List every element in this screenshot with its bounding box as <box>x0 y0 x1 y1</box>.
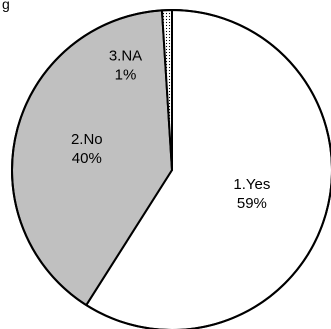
slice-percent-label: 1% <box>115 67 137 84</box>
slice-category-label: 1.Yes <box>233 176 270 193</box>
slice-category-label: 3.NA <box>109 48 142 65</box>
corner-label: g <box>2 0 10 12</box>
pie-outline <box>11 9 331 329</box>
slice-percent-label: 40% <box>72 150 102 167</box>
slice-percent-label: 59% <box>237 195 267 212</box>
pie-slices <box>11 9 331 329</box>
pie-labels: 1.Yes 59% 2.No 40% 3.NA 1% <box>71 48 270 213</box>
slice-category-label: 2.No <box>71 131 103 148</box>
